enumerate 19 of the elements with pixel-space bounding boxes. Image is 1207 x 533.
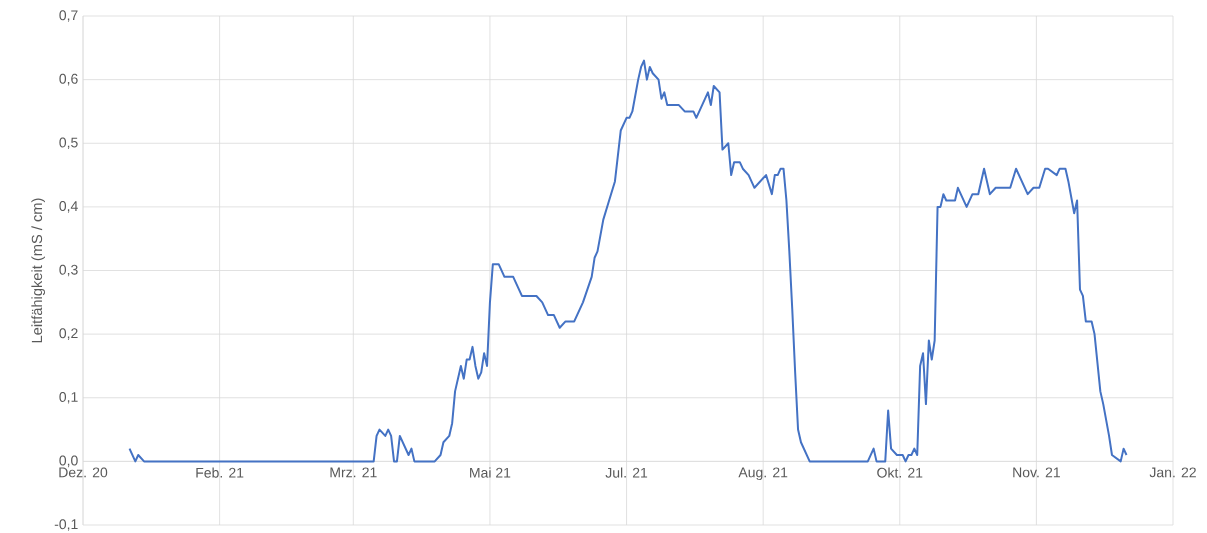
x-tick-label: Okt. 21 [877, 467, 923, 478]
x-tick-label: Mai 21 [470, 467, 511, 478]
x-tick-label: Dez. 20 [59, 467, 108, 478]
x-tick-label: Feb. 21 [196, 467, 244, 478]
x-tick-label: Jul. 21 [605, 467, 648, 478]
y-tick-label: -0,1 [54, 519, 78, 531]
y-axis-title: Leitfähigkeit (mS / cm) [31, 198, 45, 343]
y-tick-label: 0,1 [59, 391, 78, 404]
x-tick-label: Aug. 21 [738, 467, 788, 481]
y-tick-label: 0,4 [59, 201, 78, 213]
y-tick-label: 0,0 [59, 455, 78, 468]
y-tick-label: 0,2 [59, 328, 78, 340]
x-tick-label: Nov. 21 [1013, 467, 1060, 478]
y-tick-label: 0,7 [59, 10, 78, 22]
y-tick-label: 0,3 [59, 264, 78, 277]
y-tick-label: 0,6 [59, 73, 78, 86]
x-tick-label: Mrz. 21 [330, 467, 377, 478]
x-tick-label: Jan. 22 [1149, 467, 1196, 478]
y-tick-label: 0,5 [59, 137, 78, 150]
